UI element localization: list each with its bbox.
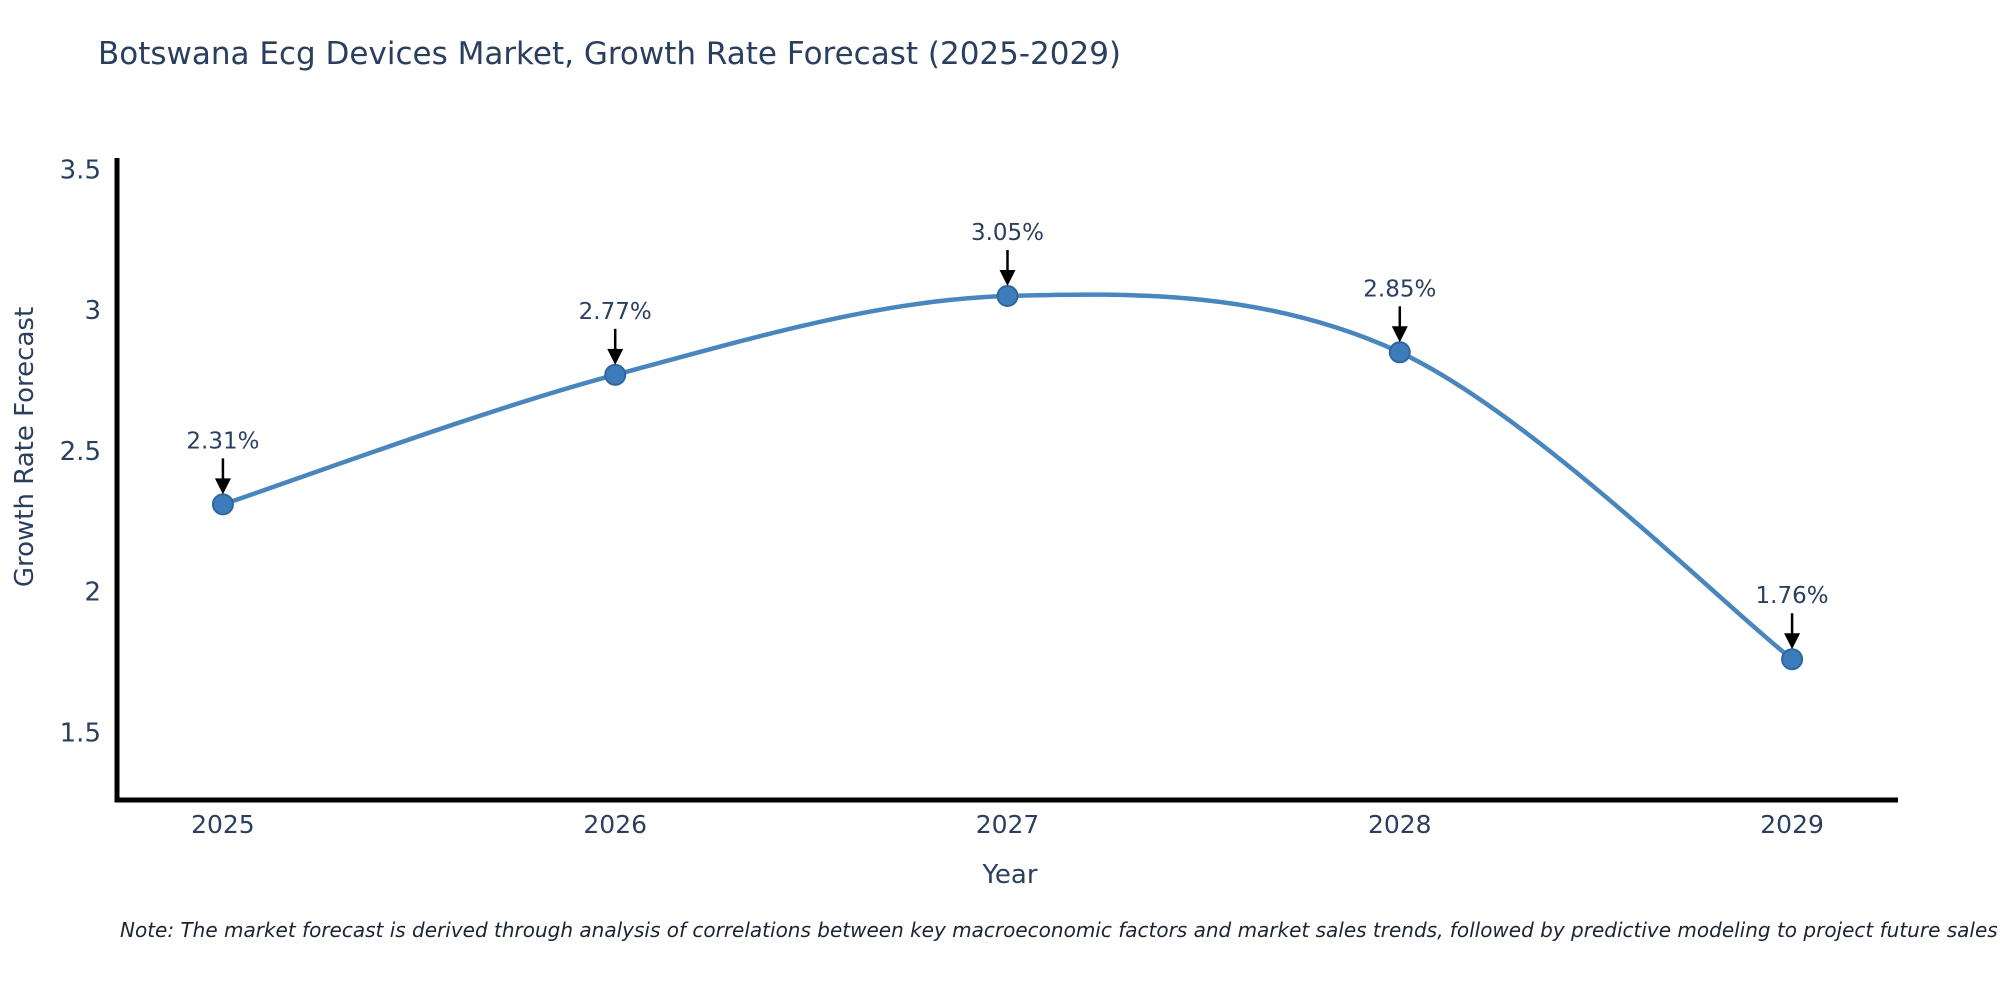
annotation-arrow-head [1391, 326, 1408, 343]
data-label-2027: 3.05% [971, 220, 1044, 246]
data-point-2028 [1388, 341, 1411, 364]
x-tick-label: 2026 [583, 810, 647, 839]
x-tick-label: 2028 [1368, 810, 1432, 839]
x-tick-label: 2025 [191, 810, 255, 839]
y-tick-label: 1.5 [60, 718, 101, 748]
x-axis-title: Year [982, 860, 1038, 890]
annotation-arrow-head [1784, 633, 1801, 650]
annotation-arrow-head [214, 478, 231, 495]
data-label-2029: 1.76% [1756, 583, 1829, 609]
data-label-2028: 2.85% [1363, 276, 1436, 302]
chart-title: Botswana Ecg Devices Market, Growth Rate… [98, 36, 1122, 72]
footnote: Note: The market forecast is derived thr… [120, 918, 1998, 942]
data-label-2026: 2.77% [579, 299, 652, 325]
annotation-arrow-head [999, 269, 1016, 286]
data-point-2025 [211, 493, 234, 516]
x-tick-label: 2027 [976, 810, 1040, 839]
y-tick-label: 2 [84, 578, 101, 608]
y-tick-label: 3.5 [60, 155, 101, 185]
data-point-2029 [1781, 648, 1804, 671]
x-tick-label: 2029 [1760, 810, 1824, 839]
data-point-2027 [996, 284, 1019, 307]
trend-line [220, 292, 1795, 662]
y-tick-label: 2.5 [60, 437, 101, 467]
data-label-2025: 2.31% [186, 428, 259, 454]
y-tick-label: 3 [84, 296, 101, 326]
data-point-2026 [604, 363, 627, 386]
annotation-arrow-head [607, 348, 624, 365]
